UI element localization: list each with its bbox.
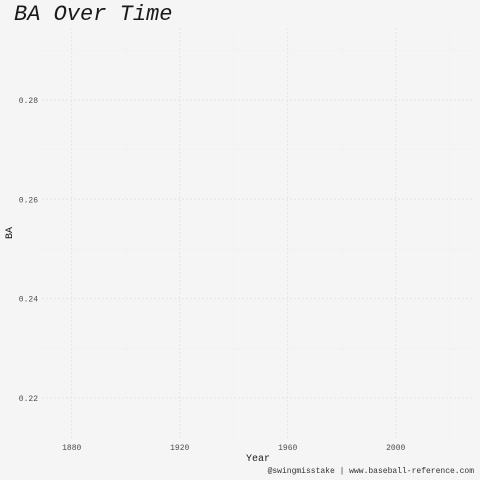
y-axis-ticks: 0.22 0.24 0.26 0.28 bbox=[19, 97, 38, 404]
x-tick-label: 1920 bbox=[170, 444, 189, 453]
x-axis-title: Year bbox=[246, 454, 270, 465]
x-tick-label: 1880 bbox=[62, 444, 81, 453]
y-axis-title: BA bbox=[5, 227, 16, 239]
x-tick-label: 2000 bbox=[386, 444, 405, 453]
x-tick-label: 1960 bbox=[278, 444, 297, 453]
grid bbox=[42, 28, 474, 440]
source-caption: @swingmisstake | www.baseball-reference.… bbox=[268, 467, 475, 476]
y-tick-label: 0.28 bbox=[19, 97, 38, 106]
chart-title: BA Over Time bbox=[14, 2, 172, 27]
y-tick-label: 0.24 bbox=[19, 296, 38, 305]
x-axis-ticks: 1880 1920 1960 2000 bbox=[62, 444, 405, 453]
y-tick-label: 0.22 bbox=[19, 395, 38, 404]
y-tick-label: 0.26 bbox=[19, 196, 38, 205]
